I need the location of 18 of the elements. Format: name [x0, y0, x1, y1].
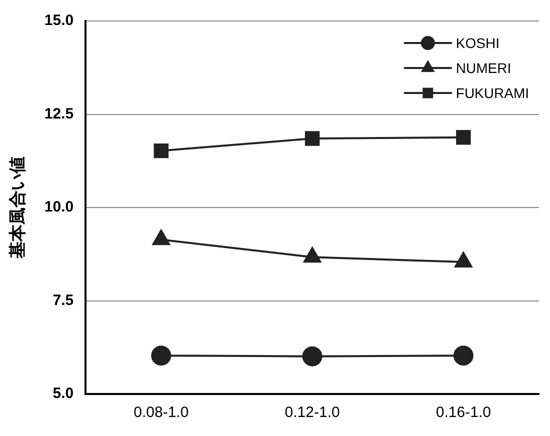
- legend-label: KOSHI: [456, 34, 500, 51]
- x-tick-label: 0.12-1.0: [284, 404, 340, 422]
- point: [154, 143, 169, 158]
- legend-label: FUKURAMI: [456, 84, 530, 101]
- y-tick-label: 15.0: [44, 12, 74, 30]
- point: [151, 346, 172, 366]
- y-tick-label: 12.5: [44, 105, 74, 122]
- y-tick-label: 7.5: [52, 292, 74, 309]
- y-tick-label: 10.0: [44, 198, 74, 216]
- point: [302, 346, 322, 366]
- point: [304, 131, 320, 146]
- legend-label: NUMERI: [456, 60, 512, 76]
- x-tick-label: 0.08-1.0: [134, 404, 189, 422]
- point: [453, 346, 474, 366]
- y-tick-label: 5.0: [52, 385, 74, 402]
- point: [456, 130, 471, 145]
- x-tick-label: 0.16-1.0: [436, 404, 491, 422]
- y-axis-title: 基本風合い値: [8, 156, 27, 260]
